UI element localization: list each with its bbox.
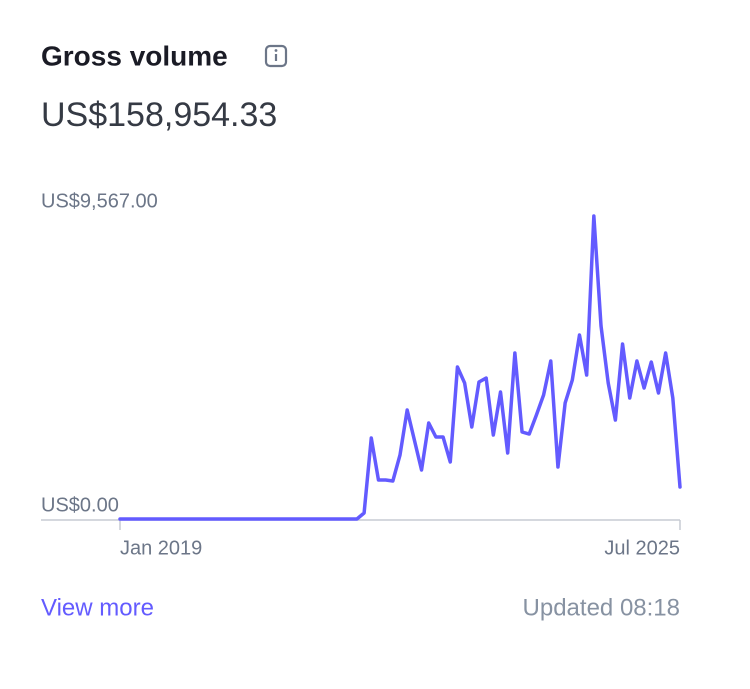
view-more-link[interactable]: View more — [41, 594, 154, 621]
volume-line — [118, 214, 682, 521]
total-value: US$158,954.33 — [41, 96, 277, 134]
y-tick-label: US$9,567.00 — [41, 190, 158, 212]
y-tick-label: US$0.00 — [41, 494, 119, 516]
x-tick-label: Jul 2025 — [604, 537, 680, 559]
widget-title: Gross volume — [41, 40, 228, 71]
info-icon[interactable] — [264, 44, 288, 68]
x-tick-label: Jan 2019 — [120, 537, 202, 559]
updated-time: Updated 08:18 — [523, 594, 680, 621]
